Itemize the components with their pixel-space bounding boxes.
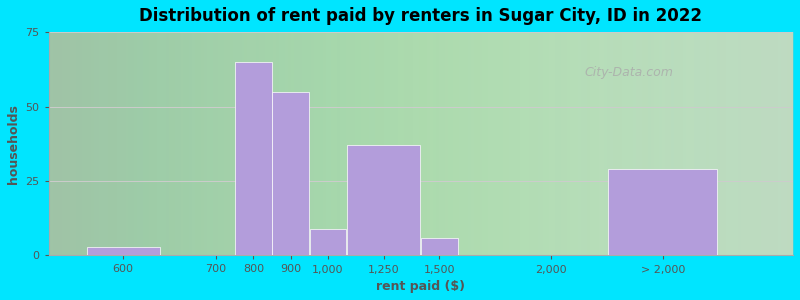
X-axis label: rent paid ($): rent paid ($) <box>376 280 466 293</box>
Bar <box>310 229 346 256</box>
Bar <box>235 62 272 256</box>
Title: Distribution of rent paid by renters in Sugar City, ID in 2022: Distribution of rent paid by renters in … <box>139 7 702 25</box>
Bar <box>422 238 458 256</box>
Bar <box>86 247 159 256</box>
Y-axis label: households: households <box>7 104 20 184</box>
Bar <box>347 145 420 256</box>
Bar <box>272 92 309 256</box>
Text: City-Data.com: City-Data.com <box>585 66 674 79</box>
Bar <box>608 169 718 256</box>
